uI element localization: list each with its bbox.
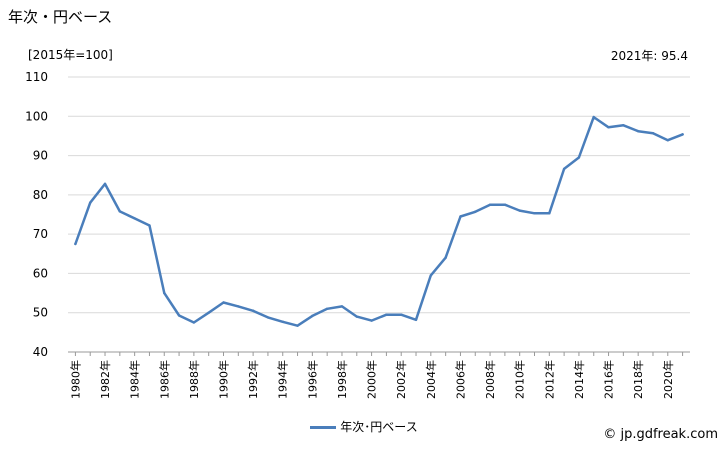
data-point bbox=[355, 315, 358, 318]
data-point bbox=[607, 126, 610, 129]
data-point bbox=[281, 320, 284, 323]
x-tick-label: 2020年 bbox=[661, 360, 675, 399]
data-point bbox=[296, 324, 299, 327]
data-point bbox=[503, 203, 507, 206]
data-point bbox=[133, 217, 136, 220]
data-point bbox=[681, 133, 684, 136]
series-layer bbox=[74, 115, 684, 327]
data-point bbox=[562, 167, 566, 171]
axes bbox=[68, 351, 690, 356]
data-point bbox=[148, 224, 151, 227]
y-tick-label: 60 bbox=[33, 266, 48, 280]
x-tick-label: 2010年 bbox=[513, 360, 527, 399]
x-tick-label: 2000年 bbox=[365, 360, 379, 399]
data-point bbox=[311, 314, 314, 318]
x-tick-label: 2016年 bbox=[602, 360, 616, 399]
data-point bbox=[400, 313, 403, 316]
data-point bbox=[651, 131, 655, 135]
x-tick-label: 1992年 bbox=[246, 360, 260, 399]
data-point bbox=[385, 313, 388, 316]
y-tick-label: 70 bbox=[33, 227, 48, 241]
data-point bbox=[89, 201, 92, 204]
x-tick-label: 1988年 bbox=[187, 360, 201, 399]
x-tick-label: 2014年 bbox=[572, 360, 586, 399]
data-point bbox=[340, 305, 344, 308]
y-axis-unit-label: [2015年=100] bbox=[28, 48, 113, 62]
data-point bbox=[163, 291, 166, 295]
data-point bbox=[622, 124, 625, 127]
y-tick-labels: 40 50 60 70 80 90 100 110 bbox=[25, 70, 48, 359]
x-tick-label: 1980年 bbox=[68, 360, 82, 399]
x-tick-labels: 1980年 1982年 1984年 1986年 1988年 1990年 1992年 1994年… bbox=[68, 360, 674, 399]
data-point bbox=[459, 215, 462, 218]
data-point bbox=[488, 203, 492, 206]
x-tick-label: 1990年 bbox=[217, 360, 231, 399]
grid-lines bbox=[68, 76, 690, 314]
x-tick-label: 1984年 bbox=[128, 360, 142, 399]
data-point bbox=[474, 210, 477, 213]
source-credit: © jp.gdfreak.com bbox=[603, 427, 718, 442]
data-point bbox=[266, 316, 270, 319]
y-tick-label: 40 bbox=[33, 345, 48, 359]
legend-swatch bbox=[310, 426, 337, 429]
data-point bbox=[325, 307, 329, 310]
latest-value-note: 2021年: 95.4 bbox=[610, 49, 688, 63]
x-tick-label: 1996年 bbox=[305, 360, 319, 399]
x-tick-label: 2002年 bbox=[394, 360, 408, 399]
x-tick-label: 2012年 bbox=[542, 360, 556, 399]
data-point bbox=[533, 212, 536, 215]
data-point bbox=[414, 318, 418, 321]
data-point bbox=[592, 115, 595, 119]
data-point bbox=[192, 321, 196, 324]
legend: 年次･円ベース bbox=[0, 418, 728, 435]
x-tick-label: 1986年 bbox=[157, 360, 171, 399]
data-point bbox=[636, 130, 640, 133]
data-point bbox=[118, 210, 122, 213]
data-point bbox=[103, 182, 107, 186]
data-point bbox=[370, 319, 373, 322]
x-tick-label: 2004年 bbox=[424, 360, 438, 399]
data-point bbox=[251, 309, 255, 312]
data-point bbox=[518, 209, 521, 212]
data-point bbox=[666, 139, 669, 142]
legend-label: 年次･円ベース bbox=[340, 420, 418, 434]
y-tick-label: 90 bbox=[33, 149, 48, 163]
data-point bbox=[207, 311, 210, 314]
y-tick-label: 110 bbox=[25, 70, 48, 84]
data-point bbox=[577, 156, 581, 159]
data-point bbox=[237, 305, 240, 308]
data-point bbox=[74, 242, 77, 246]
page-title: 年次・円ベース bbox=[8, 8, 113, 26]
data-point bbox=[444, 256, 447, 259]
data-point bbox=[429, 274, 433, 277]
data-point bbox=[222, 301, 225, 304]
y-tick-label: 80 bbox=[33, 188, 48, 202]
x-tick-label: 2018年 bbox=[631, 360, 645, 399]
data-point bbox=[548, 212, 551, 215]
y-tick-label: 100 bbox=[25, 109, 48, 123]
x-tick-label: 2006年 bbox=[453, 360, 467, 399]
x-tick-label: 1982年 bbox=[98, 360, 112, 399]
x-tick-label: 1994年 bbox=[276, 360, 290, 399]
x-tick-label: 2008年 bbox=[483, 360, 497, 399]
data-point bbox=[177, 314, 181, 317]
series-line-0 bbox=[74, 115, 684, 327]
y-tick-label: 50 bbox=[33, 306, 48, 320]
x-tick-label: 1998年 bbox=[335, 360, 349, 399]
